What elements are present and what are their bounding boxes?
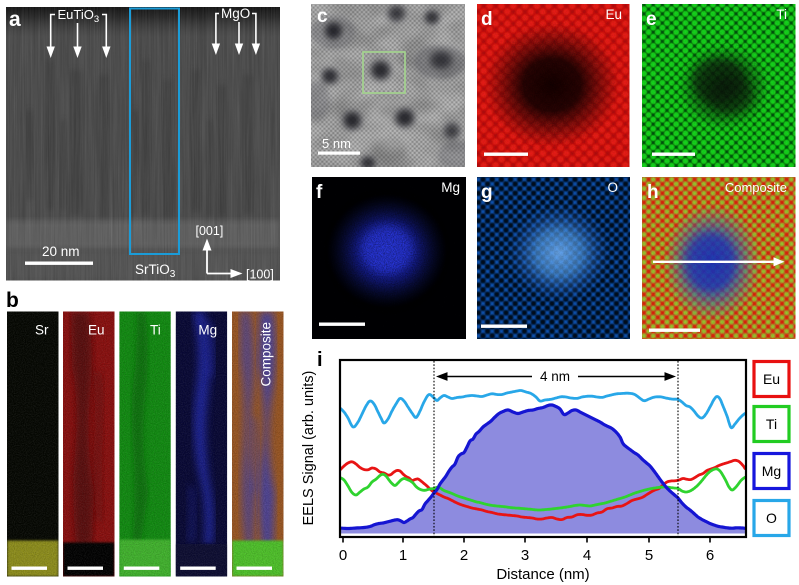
svg-text:6: 6 bbox=[706, 547, 714, 564]
svg-text:Mg: Mg bbox=[441, 180, 460, 195]
svg-text:Mg: Mg bbox=[198, 323, 217, 338]
svg-text:a: a bbox=[9, 8, 21, 31]
svg-text:Distance (nm): Distance (nm) bbox=[496, 566, 589, 583]
svg-text:EELS Signal (arb. units): EELS Signal (arb. units) bbox=[301, 371, 317, 526]
svg-text:5 nm: 5 nm bbox=[322, 136, 351, 151]
svg-text:2: 2 bbox=[460, 547, 468, 564]
svg-text:0: 0 bbox=[339, 547, 347, 564]
svg-text:d: d bbox=[481, 9, 493, 30]
svg-text:Mg: Mg bbox=[762, 463, 781, 479]
svg-text:Ti: Ti bbox=[776, 7, 787, 22]
svg-text:Eu: Eu bbox=[763, 371, 780, 387]
svg-text:EuTiO3: EuTiO3 bbox=[58, 7, 100, 25]
svg-text:O: O bbox=[607, 180, 618, 195]
svg-text:3: 3 bbox=[521, 547, 529, 564]
svg-text:Composite: Composite bbox=[725, 180, 787, 195]
svg-text:e: e bbox=[646, 9, 657, 30]
svg-text:[100]: [100] bbox=[246, 268, 274, 282]
svg-text:SrTiO3: SrTiO3 bbox=[135, 262, 176, 280]
svg-text:5: 5 bbox=[645, 547, 653, 564]
svg-text:MgO: MgO bbox=[221, 6, 250, 21]
svg-text:Eu: Eu bbox=[88, 323, 105, 338]
svg-text:4 nm: 4 nm bbox=[540, 369, 570, 384]
svg-text:4: 4 bbox=[583, 547, 591, 564]
svg-text:20 nm: 20 nm bbox=[42, 244, 80, 259]
svg-text:Ti: Ti bbox=[150, 323, 161, 338]
svg-text:g: g bbox=[481, 182, 493, 203]
svg-text:b: b bbox=[6, 289, 19, 312]
svg-text:Sr: Sr bbox=[35, 323, 49, 338]
svg-text:Eu: Eu bbox=[605, 7, 622, 22]
svg-text:O: O bbox=[766, 510, 777, 526]
svg-text:i: i bbox=[317, 349, 323, 371]
svg-text:h: h bbox=[647, 182, 659, 203]
svg-text:Composite: Composite bbox=[259, 322, 274, 387]
svg-text:1: 1 bbox=[399, 547, 407, 564]
svg-text:[001]: [001] bbox=[196, 224, 224, 238]
svg-text:f: f bbox=[316, 182, 323, 203]
svg-text:c: c bbox=[317, 6, 328, 27]
svg-text:Ti: Ti bbox=[766, 416, 777, 432]
